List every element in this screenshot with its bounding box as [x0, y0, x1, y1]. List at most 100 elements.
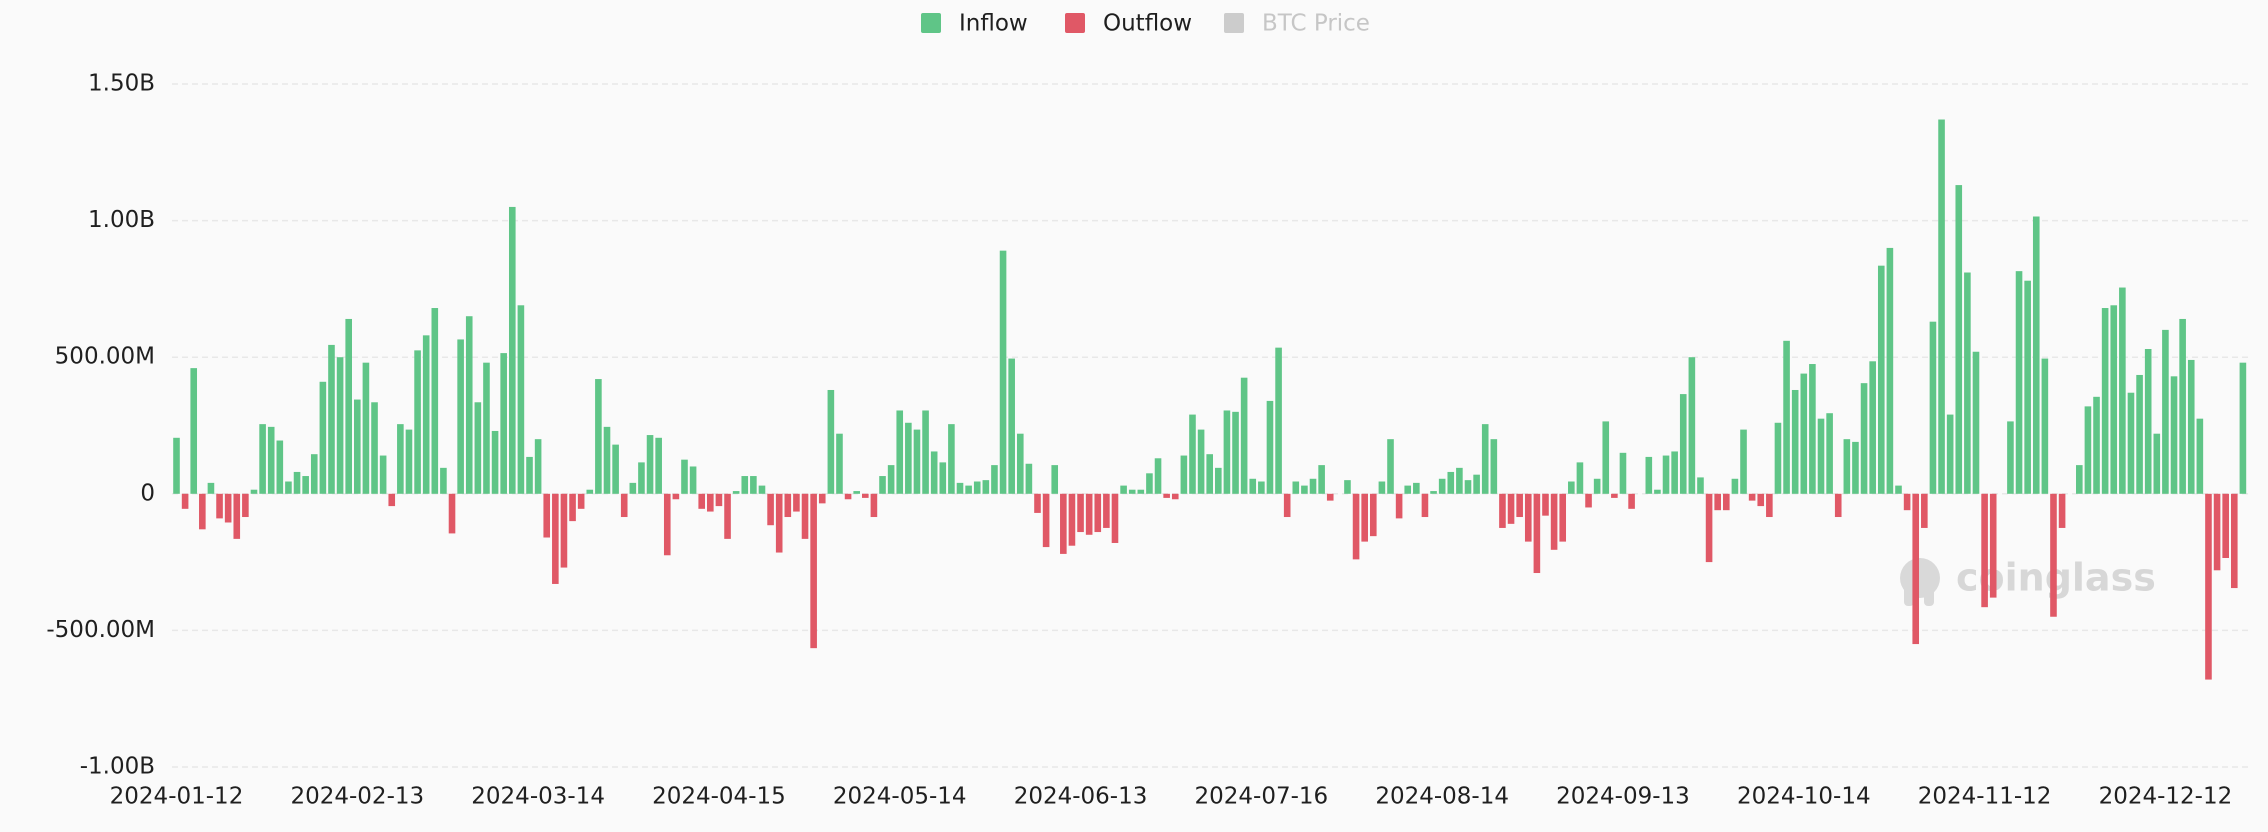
bar: [827, 389, 835, 494]
bar: [1395, 493, 1403, 519]
bar: [1817, 418, 1825, 494]
legend-label: Inflow: [959, 11, 1028, 37]
legend-item[interactable]: Outflow: [1065, 11, 1192, 37]
bar: [1318, 465, 1325, 494]
bar: [1886, 247, 1894, 494]
bar: [681, 459, 688, 494]
bar: [500, 353, 507, 494]
bar: [2213, 493, 2221, 571]
bar: [181, 493, 189, 509]
bar: [1929, 321, 1937, 494]
bar: [1834, 493, 1842, 518]
bar: [448, 493, 456, 534]
bar: [302, 476, 309, 494]
bar: [1645, 456, 1653, 494]
bar: [1955, 185, 1963, 494]
bar: [1800, 373, 1808, 494]
x-tick-label: 2024-06-13: [1014, 784, 1148, 810]
bar: [1972, 351, 1980, 494]
bar: [397, 424, 404, 494]
bar: [1240, 377, 1248, 494]
bar: [1154, 458, 1162, 494]
bar: [724, 493, 731, 539]
bar: [844, 493, 852, 500]
bar: [259, 424, 266, 494]
bar: [1490, 439, 1498, 494]
bar: [2196, 418, 2204, 494]
bar: [801, 493, 809, 539]
bar: [1258, 481, 1265, 494]
bar: [1051, 465, 1059, 494]
bar: [853, 491, 860, 494]
bar: [414, 350, 421, 494]
bar: [2050, 493, 2057, 617]
bar: [2187, 359, 2195, 494]
bar: [896, 410, 904, 494]
bar: [1068, 493, 1076, 546]
bar: [1094, 493, 1102, 533]
bar: [2144, 349, 2152, 494]
bar: [939, 462, 947, 494]
bar: [1034, 493, 1041, 513]
y-tick-label: 1.00B: [88, 207, 155, 233]
bar: [1189, 414, 1196, 494]
bar: [775, 493, 783, 553]
bar: [1679, 394, 1687, 494]
bar: [1628, 493, 1635, 509]
bar: [1748, 493, 1756, 501]
bar: [199, 493, 206, 530]
legend-swatch: [1065, 13, 1085, 33]
bar: [207, 482, 215, 494]
x-tick-label: 2024-04-15: [652, 784, 786, 810]
bar: [620, 493, 628, 518]
bar: [569, 493, 576, 522]
watermark-icon-leg: [1904, 586, 1914, 606]
bar: [2110, 305, 2118, 494]
bar: [1326, 493, 1334, 501]
bar: [1783, 340, 1790, 494]
bar: [1197, 429, 1205, 494]
bar: [1731, 478, 1739, 494]
bar: [276, 440, 284, 494]
bar: [1542, 493, 1549, 516]
bar: [2127, 392, 2135, 494]
bar: [319, 381, 327, 494]
watermark-icon-leg: [1924, 586, 1934, 606]
bar: [388, 493, 396, 507]
bar: [1602, 421, 1610, 494]
bar: [1171, 493, 1179, 500]
bar: [991, 465, 998, 494]
bar: [1705, 493, 1713, 563]
bar: [818, 493, 826, 504]
bar: [173, 437, 180, 494]
bar: [629, 482, 637, 494]
bar: [1568, 481, 1575, 494]
x-tick-label: 2024-07-16: [1195, 784, 1329, 810]
bar: [1507, 493, 1515, 524]
bar: [1757, 493, 1765, 507]
bar: [1895, 485, 1902, 494]
bar: [2032, 216, 2040, 494]
legend-item[interactable]: BTC Price: [1224, 11, 1370, 37]
bar: [2136, 374, 2143, 494]
x-tick-label: 2024-09-13: [1556, 784, 1690, 810]
bar: [1137, 489, 1145, 494]
bar: [224, 493, 232, 523]
bar: [1946, 414, 1954, 494]
bar: [1206, 454, 1213, 494]
bar: [1077, 493, 1084, 533]
bar: [2101, 308, 2109, 494]
bar: [948, 424, 955, 494]
bar: [2205, 493, 2212, 680]
bar: [689, 466, 697, 494]
bar: [526, 456, 533, 494]
bar: [534, 439, 542, 494]
bar: [1146, 473, 1153, 494]
bar: [1688, 357, 1696, 494]
bar: [483, 362, 490, 494]
legend-item[interactable]: Inflow: [921, 11, 1028, 37]
bar: [1921, 493, 1928, 528]
y-tick-label: -500.00M: [46, 617, 155, 643]
bar: [2076, 465, 2083, 494]
